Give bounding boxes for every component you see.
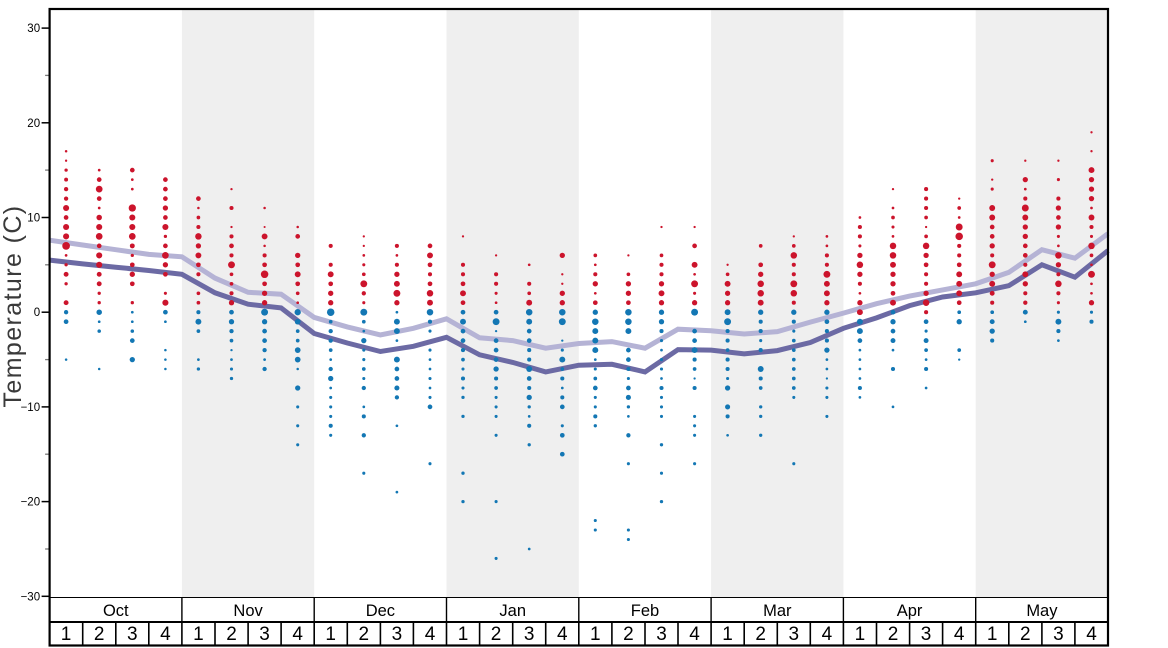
svg-text:2: 2 xyxy=(491,624,502,645)
svg-text:Dec: Dec xyxy=(366,602,395,620)
svg-text:Jan: Jan xyxy=(499,602,526,620)
svg-text:4: 4 xyxy=(425,624,436,645)
svg-text:Mar: Mar xyxy=(763,602,792,620)
svg-text:1: 1 xyxy=(325,624,336,645)
svg-text:2: 2 xyxy=(623,624,634,645)
svg-text:1: 1 xyxy=(590,624,601,645)
svg-text:Temperature (C): Temperature (C) xyxy=(0,205,27,408)
svg-text:4: 4 xyxy=(557,624,568,645)
svg-text:2: 2 xyxy=(1020,624,1031,645)
svg-text:1: 1 xyxy=(193,624,204,645)
svg-text:3: 3 xyxy=(524,624,535,645)
svg-text:4: 4 xyxy=(292,624,303,645)
svg-text:2: 2 xyxy=(359,624,370,645)
svg-text:3: 3 xyxy=(259,624,270,645)
svg-text:4: 4 xyxy=(954,624,965,645)
svg-text:1: 1 xyxy=(987,624,998,645)
svg-text:10: 10 xyxy=(27,213,40,225)
svg-text:Oct: Oct xyxy=(103,602,129,620)
svg-text:0: 0 xyxy=(34,307,40,319)
svg-text:4: 4 xyxy=(822,624,833,645)
svg-text:−10: −10 xyxy=(21,402,41,414)
svg-text:−20: −20 xyxy=(21,497,41,509)
svg-text:4: 4 xyxy=(1086,624,1097,645)
svg-text:4: 4 xyxy=(689,624,700,645)
svg-text:3: 3 xyxy=(789,624,800,645)
svg-text:1: 1 xyxy=(458,624,469,645)
svg-text:3: 3 xyxy=(656,624,667,645)
svg-text:May: May xyxy=(1026,602,1058,620)
svg-text:2: 2 xyxy=(94,624,105,645)
svg-text:4: 4 xyxy=(160,624,171,645)
svg-text:Nov: Nov xyxy=(233,602,263,620)
svg-text:1: 1 xyxy=(722,624,733,645)
svg-text:2: 2 xyxy=(226,624,237,645)
svg-text:1: 1 xyxy=(855,624,866,645)
svg-text:Feb: Feb xyxy=(631,602,659,620)
svg-text:20: 20 xyxy=(27,118,40,130)
svg-text:3: 3 xyxy=(392,624,403,645)
svg-text:2: 2 xyxy=(755,624,766,645)
svg-text:3: 3 xyxy=(1053,624,1064,645)
svg-text:1: 1 xyxy=(61,624,72,645)
svg-text:3: 3 xyxy=(921,624,932,645)
svg-text:−30: −30 xyxy=(21,591,41,603)
svg-text:2: 2 xyxy=(888,624,899,645)
svg-text:3: 3 xyxy=(127,624,138,645)
svg-text:Apr: Apr xyxy=(897,602,923,620)
svg-text:30: 30 xyxy=(27,23,40,35)
